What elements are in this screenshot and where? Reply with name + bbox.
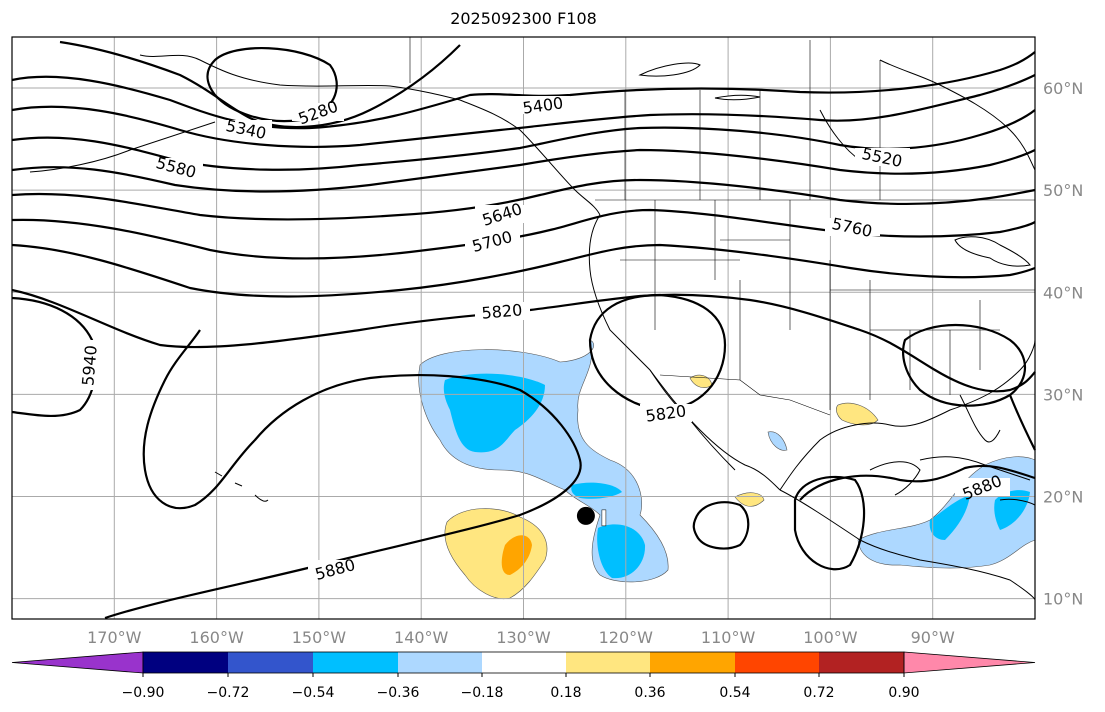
colorbar-outline — [142, 651, 905, 674]
colorbar-tick-label: −0.18 — [461, 685, 504, 701]
lon-tick-label: 90°W — [911, 628, 955, 647]
colorbar-tick-label: 0.18 — [550, 685, 581, 701]
colorbar-tick-label: 0.90 — [888, 685, 919, 701]
contour-5580 — [11, 148, 1036, 193]
contour-5640 — [11, 178, 1036, 221]
colorbar-tick-label: 0.72 — [803, 685, 834, 701]
aleutian-chain — [29, 121, 216, 173]
hispaniola — [999, 498, 1036, 506]
colorbar-tick-label: −0.72 — [207, 685, 250, 701]
yucatan — [869, 461, 921, 496]
latitude-labels: 60°N 50°N 40°N 30°N 20°N 10°N — [1043, 79, 1083, 609]
political-borders — [409, 37, 1035, 416]
colorbar-tick-label: −0.54 — [292, 685, 335, 701]
positive-anomaly-light-region — [444, 508, 548, 600]
lat-tick-label: 30°N — [1043, 385, 1083, 404]
colorbar-segment — [482, 652, 566, 673]
contour-label-5940: 5940 — [78, 344, 100, 386]
hawaii — [214, 471, 269, 502]
colorbar-tick-label: 0.54 — [719, 685, 750, 701]
negative-anomaly-gulf — [767, 431, 788, 451]
coastlines — [29, 54, 1036, 601]
contour-5820-closed — [588, 293, 727, 412]
contour-label-group: 5280 5340 5400 5520 5580 5640 5700 5760 … — [78, 93, 1010, 584]
contour-5880-gulf — [902, 324, 1026, 407]
canada-east-coast — [879, 59, 1036, 171]
florida — [959, 394, 1001, 443]
map-border — [11, 36, 1036, 620]
colorbar-extend-low — [11, 651, 144, 674]
lat-tick-label: 10°N — [1043, 590, 1083, 609]
lakes — [638, 62, 1031, 267]
lon-tick-label: 100°W — [803, 628, 858, 647]
lon-tick-label: 140°W — [394, 628, 449, 647]
colorbar-tick-label: −0.90 — [122, 685, 165, 701]
contour-5760 — [11, 243, 1036, 298]
lat-tick-label: 20°N — [1043, 487, 1083, 506]
contour-5880 — [104, 329, 582, 620]
lon-tick-label: 160°W — [189, 628, 244, 647]
colorbar-segment — [735, 652, 819, 673]
lat-tick-label: 50°N — [1043, 181, 1083, 200]
us-mexico-border — [659, 374, 831, 416]
colorbar-segment — [398, 652, 482, 673]
negative-anomaly-dark-region — [443, 373, 545, 453]
colorbar-segment — [313, 652, 398, 673]
contour-5340 — [59, 40, 461, 129]
lat-tick-label: 40°N — [1043, 283, 1083, 302]
colorbar-segment — [650, 652, 735, 673]
canada-province-lines — [624, 40, 881, 200]
negative-anomaly-dark-region-3 — [597, 524, 646, 579]
alaska-coast — [139, 54, 601, 216]
colorbar-segment — [819, 652, 904, 673]
colorbar-segment — [566, 652, 650, 673]
positive-anomaly-orange-core — [501, 535, 532, 575]
colorbar-tick-labels: −0.90 −0.72 −0.54 −0.36 −0.18 0.18 0.36 0.54 0.7… — [122, 673, 920, 701]
colorbar-tick-label: 0.36 — [634, 685, 665, 701]
contour-label-5820: 5820 — [481, 300, 523, 322]
positive-anomaly-texas — [836, 402, 879, 426]
central-america — [779, 489, 1036, 601]
gulf-coast — [779, 339, 1036, 491]
lon-tick-label: 110°W — [701, 628, 756, 647]
lon-tick-label: 130°W — [496, 628, 551, 647]
colorbar-segment — [228, 652, 313, 673]
state-lines — [620, 200, 1035, 410]
great-bear-lake — [638, 62, 701, 77]
negative-anomaly-caribbean-dark — [929, 495, 970, 540]
great-lakes — [954, 236, 1031, 267]
contour-5880-small-mexico — [692, 501, 750, 550]
contour-5880-caribbean — [799, 464, 1036, 501]
storm-track-marker — [601, 509, 607, 527]
contour-5880-caribbean-closed — [793, 475, 866, 571]
colorbar-segment — [143, 652, 228, 673]
lon-tick-label: 170°W — [87, 628, 142, 647]
contour-5700 — [11, 208, 1036, 260]
colorbar — [11, 651, 1036, 674]
colorbar-tick-label: −0.36 — [377, 685, 420, 701]
longitude-labels: 170°W 160°W 150°W 140°W 130°W 120°W 110°W 100°W… — [87, 628, 955, 647]
storm-center-marker — [576, 506, 595, 525]
lon-tick-label: 150°W — [292, 628, 347, 647]
negative-anomaly-dark-region-2 — [571, 482, 622, 499]
contour-5400 — [11, 51, 1036, 130]
figure-title: 2025092300 F108 — [450, 9, 597, 28]
colorbar-extend-high — [903, 651, 1036, 674]
contour-5880-east — [1008, 394, 1036, 451]
contour-5460 — [11, 74, 1036, 148]
great-slave-lake — [714, 94, 761, 101]
lon-tick-label: 120°W — [599, 628, 654, 647]
lat-tick-label: 60°N — [1043, 79, 1083, 98]
